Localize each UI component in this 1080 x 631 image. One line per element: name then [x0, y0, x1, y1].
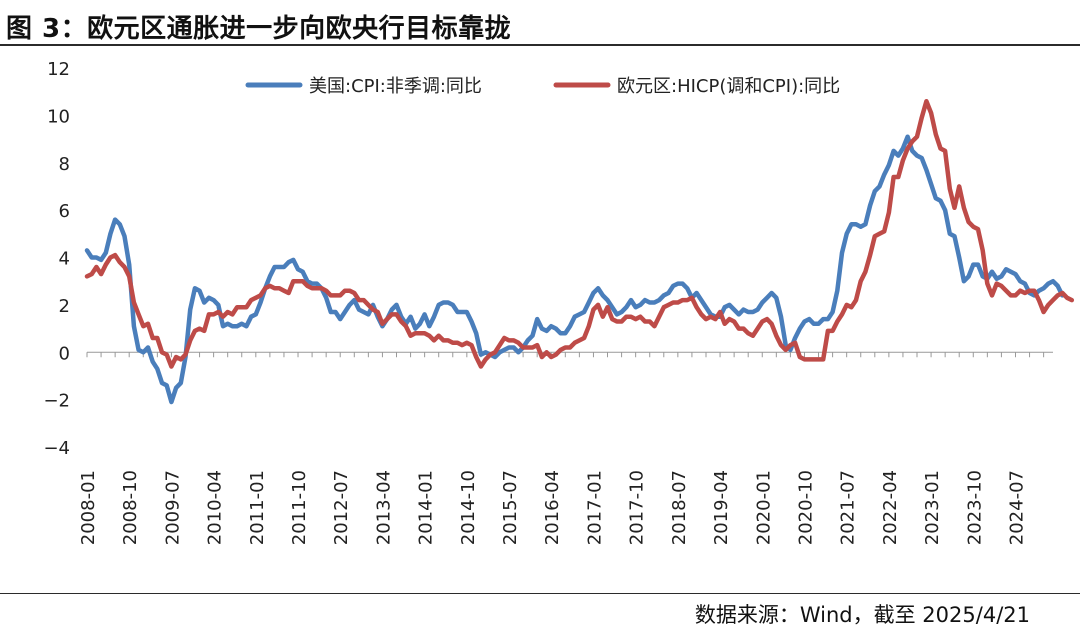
x-tick-label: 2008-10 — [120, 470, 141, 545]
x-tick-label: 2011-01 — [247, 470, 268, 545]
x-tick-label: 2024-07 — [1006, 470, 1027, 545]
y-tick-label: 0 — [59, 343, 70, 364]
x-tick-label: 2017-10 — [627, 470, 648, 545]
x-tick-label: 2023-01 — [922, 470, 943, 545]
footer-divider — [0, 593, 1080, 594]
x-tick-label: 2014-10 — [458, 470, 479, 545]
x-tick-label: 2011-10 — [289, 470, 310, 545]
x-tick-label: 2009-07 — [162, 470, 183, 545]
legend-label: 美国:CPI:非季调:同比 — [309, 76, 482, 97]
x-tick-label: 2020-01 — [753, 470, 774, 545]
y-tick-label: 8 — [59, 154, 70, 175]
y-tick-label: 10 — [47, 106, 70, 127]
y-tick-label: 12 — [47, 59, 70, 80]
x-tick-label: 2019-04 — [711, 470, 732, 545]
x-tick-label: 2018-07 — [669, 470, 690, 545]
x-tick-label: 2010-04 — [205, 470, 226, 545]
x-tick-label: 2012-07 — [331, 470, 352, 545]
x-tick-label: 2016-04 — [542, 470, 563, 545]
x-tick-label: 2008-01 — [78, 470, 99, 545]
ea-hicp-line — [84, 98, 1075, 369]
legend-label: 欧元区:HICP(调和CPI):同比 — [617, 76, 840, 97]
source-note: 数据来源：Wind，截至 2025/4/21 — [694, 603, 1030, 627]
x-tick-label: 2015-07 — [500, 470, 521, 545]
y-tick-label: 2 — [59, 296, 70, 317]
x-tick-label: 2017-01 — [584, 470, 605, 545]
page-title: 图 3：欧元区通胀进一步向欧央行目标靠拢 — [6, 14, 512, 44]
x-tick-label: 2022-04 — [880, 470, 901, 545]
y-tick-label: −4 — [43, 438, 70, 459]
x-tick-label: 2023-10 — [964, 470, 985, 545]
x-tick-label: 2013-04 — [373, 470, 394, 545]
line-chart: −4 −2 0 2 4 6 8 10 12 2008-01 2008-10 2009-07 2010-0… — [43, 59, 1075, 545]
y-tick-label: −2 — [43, 391, 70, 412]
x-tick-label: 2021-07 — [838, 470, 859, 545]
x-tick-label: 2020-10 — [795, 470, 816, 545]
y-tick-label: 4 — [59, 249, 70, 270]
us-cpi-line — [84, 134, 1065, 405]
y-tick-label: 6 — [59, 201, 70, 222]
title-bar: 图 3：欧元区通胀进一步向欧央行目标靠拢 — [0, 0, 1080, 46]
x-tick-label: 2014-01 — [416, 470, 437, 545]
